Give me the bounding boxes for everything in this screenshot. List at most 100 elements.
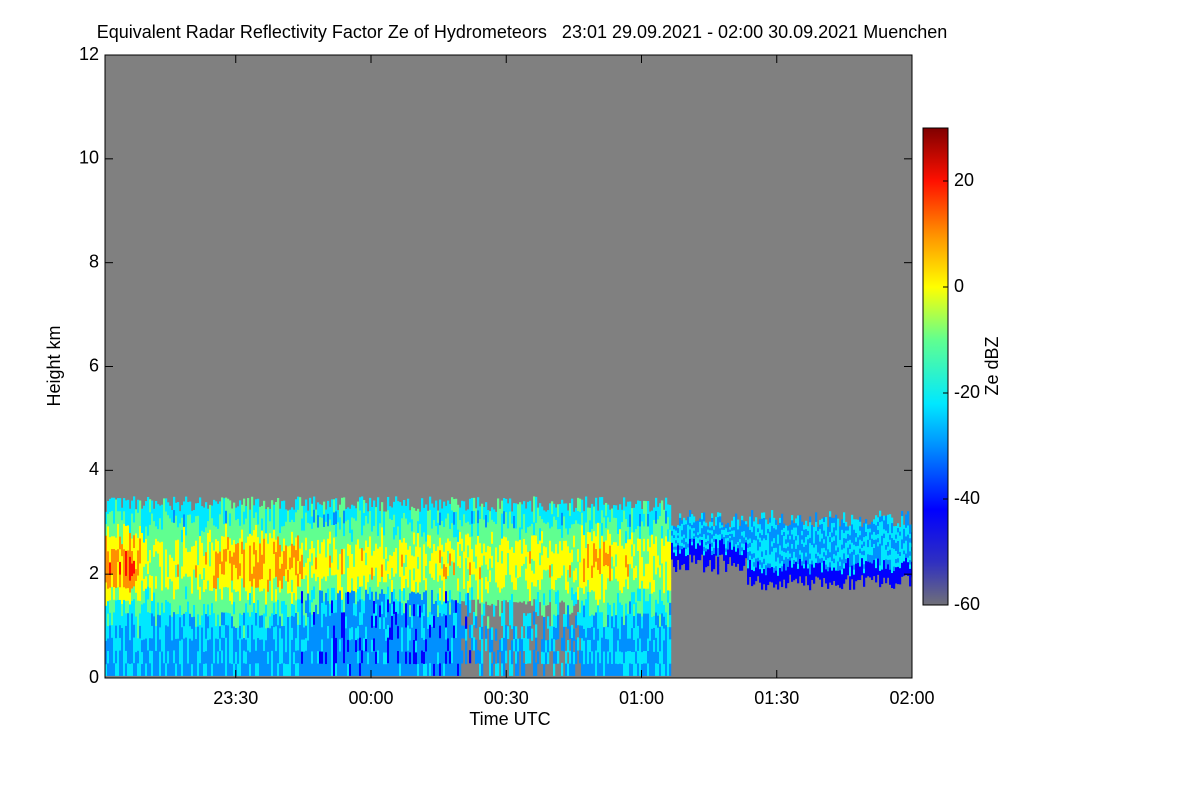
echo-cell [791, 571, 794, 578]
echo-cell [595, 510, 598, 524]
echo-cell [427, 663, 430, 676]
echo-cell [823, 555, 826, 561]
echo-cell [389, 614, 392, 628]
echo-cell [523, 575, 526, 589]
echo-cell [761, 512, 764, 519]
echo-cell [529, 575, 532, 589]
echo-cell [753, 570, 756, 576]
echo-cell [609, 580, 612, 594]
echo-cell [731, 523, 734, 528]
echo-cell [193, 616, 196, 629]
echo-cell [797, 515, 800, 521]
echo-cell [617, 651, 620, 665]
echo-cell [383, 523, 386, 536]
echo-cell [569, 663, 572, 676]
echo-cell [421, 574, 424, 588]
echo-cell [445, 518, 448, 531]
echo-cell [457, 577, 460, 591]
echo-cell [715, 546, 718, 551]
echo-cell [165, 561, 168, 575]
echo-cell [771, 515, 774, 521]
echo-cell [727, 546, 730, 550]
echo-cell [719, 518, 722, 523]
echo-cell [565, 577, 568, 590]
echo-cell [615, 517, 618, 531]
echo-cell [321, 626, 324, 640]
echo-cell [563, 528, 566, 541]
echo-cell [353, 639, 356, 652]
echo-cell [765, 564, 768, 571]
echo-cell [117, 574, 120, 588]
echo-cell [555, 543, 558, 556]
echo-cell [465, 569, 468, 582]
echo-cell [469, 624, 472, 639]
echo-cell [183, 538, 186, 552]
echo-cell [759, 559, 762, 565]
echo-cell [255, 574, 258, 588]
echo-cell [227, 599, 230, 613]
echo-cell [345, 592, 348, 605]
echo-cell [417, 544, 420, 557]
echo-cell [429, 649, 432, 664]
echo-cell [197, 613, 200, 627]
echo-cell [295, 562, 298, 576]
echo-cell [271, 637, 274, 651]
echo-cell [181, 663, 184, 676]
echo-cell [579, 523, 582, 538]
echo-cell [207, 639, 210, 653]
echo-cell [419, 593, 422, 606]
echo-cell [447, 600, 450, 614]
echo-cell [693, 532, 696, 537]
echo-cell [167, 502, 170, 516]
echo-cell [589, 567, 592, 581]
echo-cell [209, 504, 212, 518]
echo-cell [345, 615, 348, 629]
echo-cell [451, 649, 454, 664]
echo-cell [705, 554, 708, 558]
echo-cell [291, 531, 294, 544]
echo-cell [553, 601, 556, 615]
echo-cell [319, 516, 322, 530]
echo-cell [567, 545, 570, 559]
echo-cell [151, 562, 154, 576]
echo-cell [721, 533, 724, 537]
echo-cell [615, 590, 618, 604]
echo-cell [671, 532, 674, 536]
echo-cell [299, 586, 302, 600]
echo-cell [117, 586, 120, 600]
echo-cell [127, 524, 130, 538]
echo-cell [685, 527, 688, 532]
echo-cell [363, 499, 366, 514]
echo-cell [695, 530, 698, 534]
echo-cell [427, 522, 430, 535]
echo-cell [545, 534, 548, 548]
echo-cell [347, 507, 350, 520]
echo-cell [815, 521, 818, 527]
echo-cell [339, 651, 342, 664]
echo-cell [547, 616, 550, 629]
echo-cell [753, 557, 756, 563]
echo-cell [227, 624, 230, 639]
echo-cell [743, 555, 746, 560]
echo-cell [569, 515, 572, 529]
echo-cell [481, 577, 484, 591]
echo-cell [577, 510, 580, 524]
echo-cell [725, 551, 728, 556]
echo-cell [613, 578, 616, 591]
echo-cell [461, 575, 464, 589]
plot-area [105, 55, 912, 678]
echo-cell [673, 552, 676, 556]
echo-cell [639, 538, 642, 552]
echo-cell [663, 521, 666, 534]
echo-cell [141, 520, 144, 533]
echo-cell [549, 589, 552, 603]
echo-cell [661, 512, 664, 526]
echo-cell [765, 574, 768, 581]
echo-cell [207, 532, 210, 545]
echo-cell [539, 589, 542, 603]
echo-cell [139, 513, 142, 526]
echo-cell [709, 551, 712, 555]
echo-cell [289, 651, 292, 665]
echo-cell [567, 663, 570, 676]
echo-cell [501, 538, 504, 552]
